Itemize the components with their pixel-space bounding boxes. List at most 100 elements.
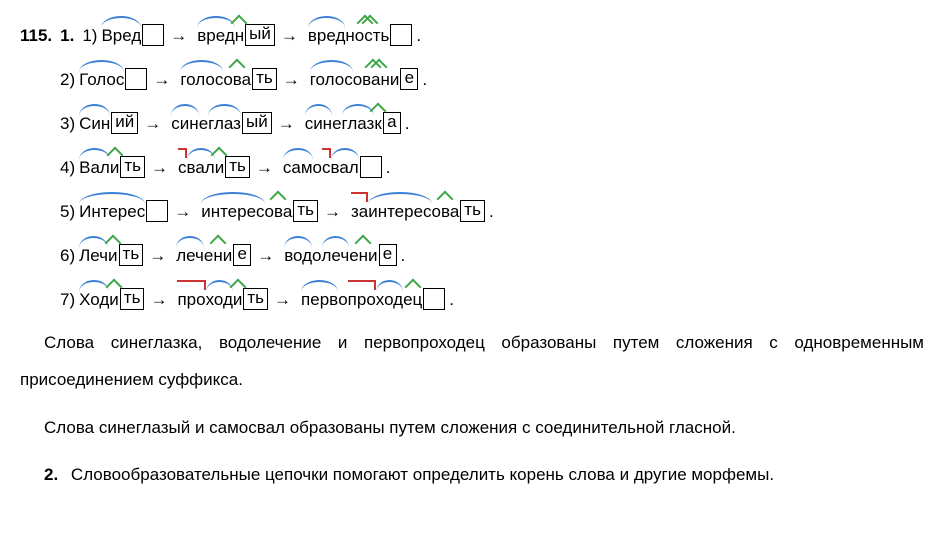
- ending-box: ый: [245, 24, 275, 46]
- morpheme-segment: про: [177, 280, 205, 310]
- arrow-icon: →: [281, 26, 298, 46]
- morpheme-segment: ец: [403, 280, 422, 310]
- morpheme-segment: леч: [176, 236, 204, 266]
- word-chain-line: 5) Интерес→интересовать→заинтересовать.: [60, 192, 924, 222]
- morpheme-segment: вал: [331, 148, 359, 178]
- period: .: [401, 246, 406, 266]
- morpheme-segment: сам: [283, 148, 313, 178]
- morpheme-segment: глаз: [208, 104, 241, 134]
- line-number: 5): [60, 202, 75, 222]
- arrow-icon: →: [257, 246, 274, 266]
- paragraph-2: Слова синеглазый и самосвал образованы п…: [20, 409, 924, 446]
- morpheme-segment: и: [108, 236, 118, 266]
- morpheme-segment: ени: [349, 236, 377, 266]
- part1-number: 1.: [60, 26, 74, 46]
- morpheme-segment: голос: [180, 60, 223, 90]
- morpheme-segment: голос: [310, 60, 353, 90]
- morpheme-segment: н: [235, 16, 244, 46]
- morpheme-word: синеглазый: [171, 104, 271, 134]
- morpheme-word: голосовать: [180, 60, 276, 90]
- morpheme-segment: ени: [204, 236, 232, 266]
- ending-box: ть: [460, 200, 485, 222]
- ending-box: е: [379, 244, 397, 266]
- morpheme-word: самосвал: [283, 148, 382, 178]
- line-number: 1): [82, 26, 97, 46]
- morpheme-segment: ность: [345, 16, 389, 46]
- morpheme-segment: Ход: [79, 280, 109, 310]
- ending-box: [360, 156, 382, 178]
- word-chain-line: 6) Лечить→лечение→водолечение.: [60, 236, 924, 266]
- morpheme-word: вредный: [197, 16, 275, 46]
- ending-box: ть: [120, 156, 145, 178]
- paragraph-1: Слова синеглазка, водолечение и первопро…: [20, 324, 924, 399]
- word-chain-line: 3) Синий→синеглазый→синеглазка.: [60, 104, 924, 134]
- line-number: 2): [60, 70, 75, 90]
- ending-box: е: [233, 244, 251, 266]
- arrow-icon: →: [174, 202, 191, 222]
- arrow-icon: →: [150, 290, 167, 310]
- arrow-icon: →: [256, 158, 273, 178]
- word-chains-container: 115. 1. 1) Вред → вредный → вредность. 2) Голос…: [20, 16, 924, 310]
- morpheme-word: проходить: [177, 280, 268, 310]
- morpheme-word: Синий: [79, 104, 138, 134]
- morpheme-word: заинтересовать: [351, 192, 485, 222]
- line-number: 3): [60, 114, 75, 134]
- morpheme-segment: про: [348, 280, 376, 310]
- morpheme-segment: Вред: [101, 16, 141, 46]
- morpheme-segment: ход: [206, 280, 233, 310]
- morpheme-word: Голос: [79, 60, 147, 90]
- arrow-icon: →: [149, 246, 166, 266]
- morpheme-segment: интерес: [201, 192, 264, 222]
- morpheme-word: Ходить: [79, 280, 144, 310]
- morpheme-segment: овани: [353, 60, 400, 90]
- period: .: [422, 70, 427, 90]
- morpheme-segment: Интерес: [79, 192, 145, 222]
- morpheme-segment: и: [110, 148, 120, 178]
- morpheme-word: Валить: [79, 148, 145, 178]
- morpheme-segment: о: [313, 148, 322, 178]
- morpheme-segment: перв: [301, 280, 338, 310]
- ending-box: е: [400, 68, 418, 90]
- ending-box: а: [383, 112, 401, 134]
- morpheme-segment: син: [305, 104, 332, 134]
- morpheme-segment: вод: [284, 236, 312, 266]
- morpheme-segment: и: [215, 148, 225, 178]
- ending-box: ть: [119, 244, 144, 266]
- morpheme-word: первопроходец: [301, 280, 445, 310]
- morpheme-segment: Голос: [79, 60, 124, 90]
- morpheme-segment: о: [312, 236, 321, 266]
- ending-box: ть: [225, 156, 250, 178]
- arrow-icon: →: [153, 70, 170, 90]
- morpheme-segment: е: [332, 104, 341, 134]
- morpheme-segment: е: [199, 104, 208, 134]
- period: .: [416, 26, 421, 46]
- morpheme-segment: ова: [265, 192, 293, 222]
- ending-box: ть: [293, 200, 318, 222]
- morpheme-segment: с: [322, 148, 331, 178]
- morpheme-word: голосование: [310, 60, 419, 90]
- line-number: 4): [60, 158, 75, 178]
- morpheme-word: вредность: [308, 16, 413, 46]
- line-number: 7): [60, 290, 75, 310]
- paragraph-3: 2. Словообразовательные цепочки помогают…: [20, 456, 924, 493]
- morpheme-word: свалить: [178, 148, 250, 178]
- period: .: [449, 290, 454, 310]
- morpheme-segment: ова: [432, 192, 460, 222]
- morpheme-segment: и: [109, 280, 119, 310]
- morpheme-word: водолечение: [284, 236, 396, 266]
- morpheme-segment: Леч: [79, 236, 108, 266]
- ending-box: ый: [242, 112, 272, 134]
- arrow-icon: →: [274, 290, 291, 310]
- ending-box: [390, 24, 412, 46]
- word-chain-line: 4) Валить→свалить→самосвал.: [60, 148, 924, 178]
- ending-box: [125, 68, 147, 90]
- ending-box: ть: [252, 68, 277, 90]
- line-number: 6): [60, 246, 75, 266]
- ending-box: ть: [120, 288, 145, 310]
- paragraph-3-text: Словообразовательные цепочки помогают оп…: [71, 465, 774, 484]
- morpheme-segment: с: [178, 148, 187, 178]
- exercise-number: 115.: [20, 26, 52, 46]
- morpheme-segment: вал: [187, 148, 215, 178]
- arrow-icon: →: [144, 114, 161, 134]
- morpheme-word: Интерес: [79, 192, 168, 222]
